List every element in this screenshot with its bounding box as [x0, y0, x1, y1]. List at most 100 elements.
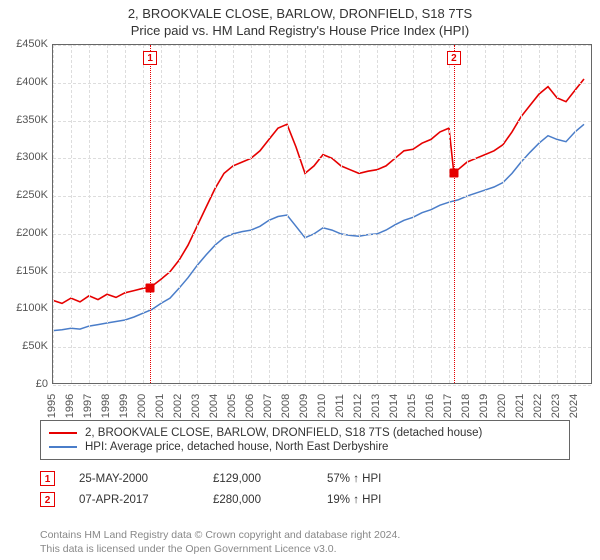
- gridline-v: [71, 45, 72, 383]
- x-axis-label: 2007: [262, 394, 274, 418]
- y-axis-label: £250K: [0, 189, 48, 201]
- gridline-h: [53, 309, 591, 310]
- gridline-v: [287, 45, 288, 383]
- event-delta: 57% ↑ HPI: [327, 473, 381, 485]
- event-date: 07-APR-2017: [79, 494, 189, 506]
- gridline-v: [449, 45, 450, 383]
- y-axis-label: £0: [0, 378, 48, 390]
- x-axis-label: 2017: [442, 394, 454, 418]
- y-axis-label: £300K: [0, 151, 48, 163]
- event-row: 2 07-APR-2017 £280,000 19% ↑ HPI: [40, 489, 600, 510]
- events-table: 1 25-MAY-2000 £129,000 57% ↑ HPI 2 07-APR-201…: [40, 468, 600, 510]
- gridline-v: [467, 45, 468, 383]
- y-axis-label: £50K: [0, 340, 48, 352]
- event-date: 25-MAY-2000: [79, 473, 189, 485]
- x-axis-label: 2011: [334, 394, 346, 418]
- gridline-v: [197, 45, 198, 383]
- x-axis-label: 2022: [532, 394, 544, 418]
- chart-title: 2, BROOKVALE CLOSE, BARLOW, DRONFIELD, S…: [0, 0, 600, 21]
- y-axis-label: £350K: [0, 114, 48, 126]
- x-axis-label: 1999: [118, 394, 130, 418]
- footer-attribution: Contains HM Land Registry data © Crown c…: [40, 528, 400, 556]
- gridline-v: [107, 45, 108, 383]
- y-axis-label: £200K: [0, 227, 48, 239]
- gridline-v: [143, 45, 144, 383]
- legend-swatch: [49, 432, 77, 434]
- event-delta: 19% ↑ HPI: [327, 494, 381, 506]
- legend-row: HPI: Average price, detached house, Nort…: [49, 440, 561, 454]
- gridline-v: [485, 45, 486, 383]
- x-axis-label: 2023: [550, 394, 562, 418]
- footer-line-2: This data is licensed under the Open Gov…: [40, 542, 400, 556]
- gridline-v: [557, 45, 558, 383]
- x-axis-label: 1998: [100, 394, 112, 418]
- event-number-box: 1: [40, 471, 55, 486]
- gridline-v: [377, 45, 378, 383]
- gridline-v: [503, 45, 504, 383]
- gridline-v: [179, 45, 180, 383]
- footer-line-1: Contains HM Land Registry data © Crown c…: [40, 528, 400, 542]
- chart-subtitle: Price paid vs. HM Land Registry's House …: [0, 21, 600, 44]
- x-axis-label: 2009: [298, 394, 310, 418]
- legend-swatch: [49, 446, 77, 448]
- gridline-h: [53, 158, 591, 159]
- event-marker: 1: [143, 51, 157, 65]
- x-axis-label: 2002: [172, 394, 184, 418]
- event-price: £280,000: [213, 494, 303, 506]
- gridline-v: [413, 45, 414, 383]
- gridline-v: [215, 45, 216, 383]
- x-axis-label: 2004: [208, 394, 220, 418]
- gridline-v: [251, 45, 252, 383]
- gridline-v: [521, 45, 522, 383]
- y-axis-label: £400K: [0, 76, 48, 88]
- gridline-v: [269, 45, 270, 383]
- x-axis-label: 2021: [514, 394, 526, 418]
- gridline-v: [323, 45, 324, 383]
- x-axis-label: 2018: [460, 394, 472, 418]
- gridline-v: [161, 45, 162, 383]
- gridline-h: [53, 272, 591, 273]
- gridline-v: [539, 45, 540, 383]
- gridline-h: [53, 45, 591, 46]
- gridline-v: [395, 45, 396, 383]
- event-marker: 2: [447, 51, 461, 65]
- series-hpi: [53, 124, 584, 330]
- sale-dot: [146, 283, 155, 292]
- x-axis-label: 2024: [568, 394, 580, 418]
- x-axis-label: 2003: [190, 394, 202, 418]
- x-axis-label: 2001: [154, 394, 166, 418]
- x-axis-label: 2006: [244, 394, 256, 418]
- x-axis-label: 1995: [46, 394, 58, 418]
- series-property: [53, 79, 584, 303]
- event-line: [454, 45, 455, 383]
- x-axis-label: 2016: [424, 394, 436, 418]
- plot-region: 12: [52, 44, 592, 384]
- gridline-h: [53, 234, 591, 235]
- x-axis-label: 1997: [82, 394, 94, 418]
- x-axis-label: 2005: [226, 394, 238, 418]
- event-price: £129,000: [213, 473, 303, 485]
- gridline-v: [575, 45, 576, 383]
- legend-text: 2, BROOKVALE CLOSE, BARLOW, DRONFIELD, S…: [85, 427, 482, 439]
- event-number-box: 2: [40, 492, 55, 507]
- x-axis-label: 2000: [136, 394, 148, 418]
- sale-dot: [449, 169, 458, 178]
- y-axis-label: £450K: [0, 38, 48, 50]
- gridline-v: [233, 45, 234, 383]
- x-axis-label: 2013: [370, 394, 382, 418]
- gridline-v: [359, 45, 360, 383]
- event-line: [150, 45, 151, 383]
- gridline-v: [341, 45, 342, 383]
- x-axis-label: 2015: [406, 394, 418, 418]
- gridline-v: [89, 45, 90, 383]
- x-axis-label: 1996: [64, 394, 76, 418]
- gridline-h: [53, 196, 591, 197]
- gridline-v: [305, 45, 306, 383]
- gridline-h: [53, 121, 591, 122]
- x-axis-label: 2008: [280, 394, 292, 418]
- x-axis-label: 2014: [388, 394, 400, 418]
- gridline-v: [431, 45, 432, 383]
- gridline-h: [53, 83, 591, 84]
- legend: 2, BROOKVALE CLOSE, BARLOW, DRONFIELD, S…: [40, 420, 570, 460]
- legend-row: 2, BROOKVALE CLOSE, BARLOW, DRONFIELD, S…: [49, 426, 561, 440]
